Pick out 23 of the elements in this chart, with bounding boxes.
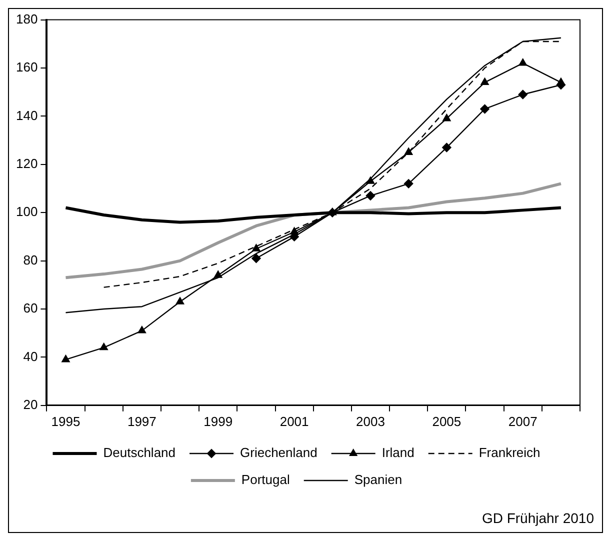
y-tick-label: 180 — [16, 11, 38, 26]
x-tick-label: 2007 — [508, 414, 538, 429]
legend-label: Irland — [382, 445, 414, 460]
legend-label: Portugal — [241, 472, 290, 488]
y-tick-label: 120 — [16, 156, 38, 171]
x-tick-label: 2005 — [432, 414, 462, 429]
y-tick-label: 40 — [23, 348, 38, 364]
legend-label: Deutschland — [103, 445, 176, 460]
x-tick-label: 1997 — [127, 414, 156, 429]
x-tick-label: 2001 — [280, 414, 309, 429]
legend-label: Spanien — [354, 472, 402, 488]
y-tick-label: 100 — [16, 204, 38, 220]
y-tick-label: 20 — [23, 396, 38, 412]
legend-label: Griechenland — [240, 445, 318, 460]
y-tick-label: 140 — [16, 108, 38, 123]
y-tick-label: 80 — [23, 252, 38, 268]
legend-label: Frankreich — [478, 445, 540, 460]
x-tick-label: 2003 — [356, 414, 385, 429]
text: GD Frühjahr 2010 — [482, 510, 594, 526]
x-tick-label: 1999 — [204, 414, 233, 429]
y-tick-label: 60 — [23, 300, 38, 316]
x-tick-label: 1995 — [51, 414, 80, 429]
y-tick-label: 160 — [16, 60, 38, 75]
